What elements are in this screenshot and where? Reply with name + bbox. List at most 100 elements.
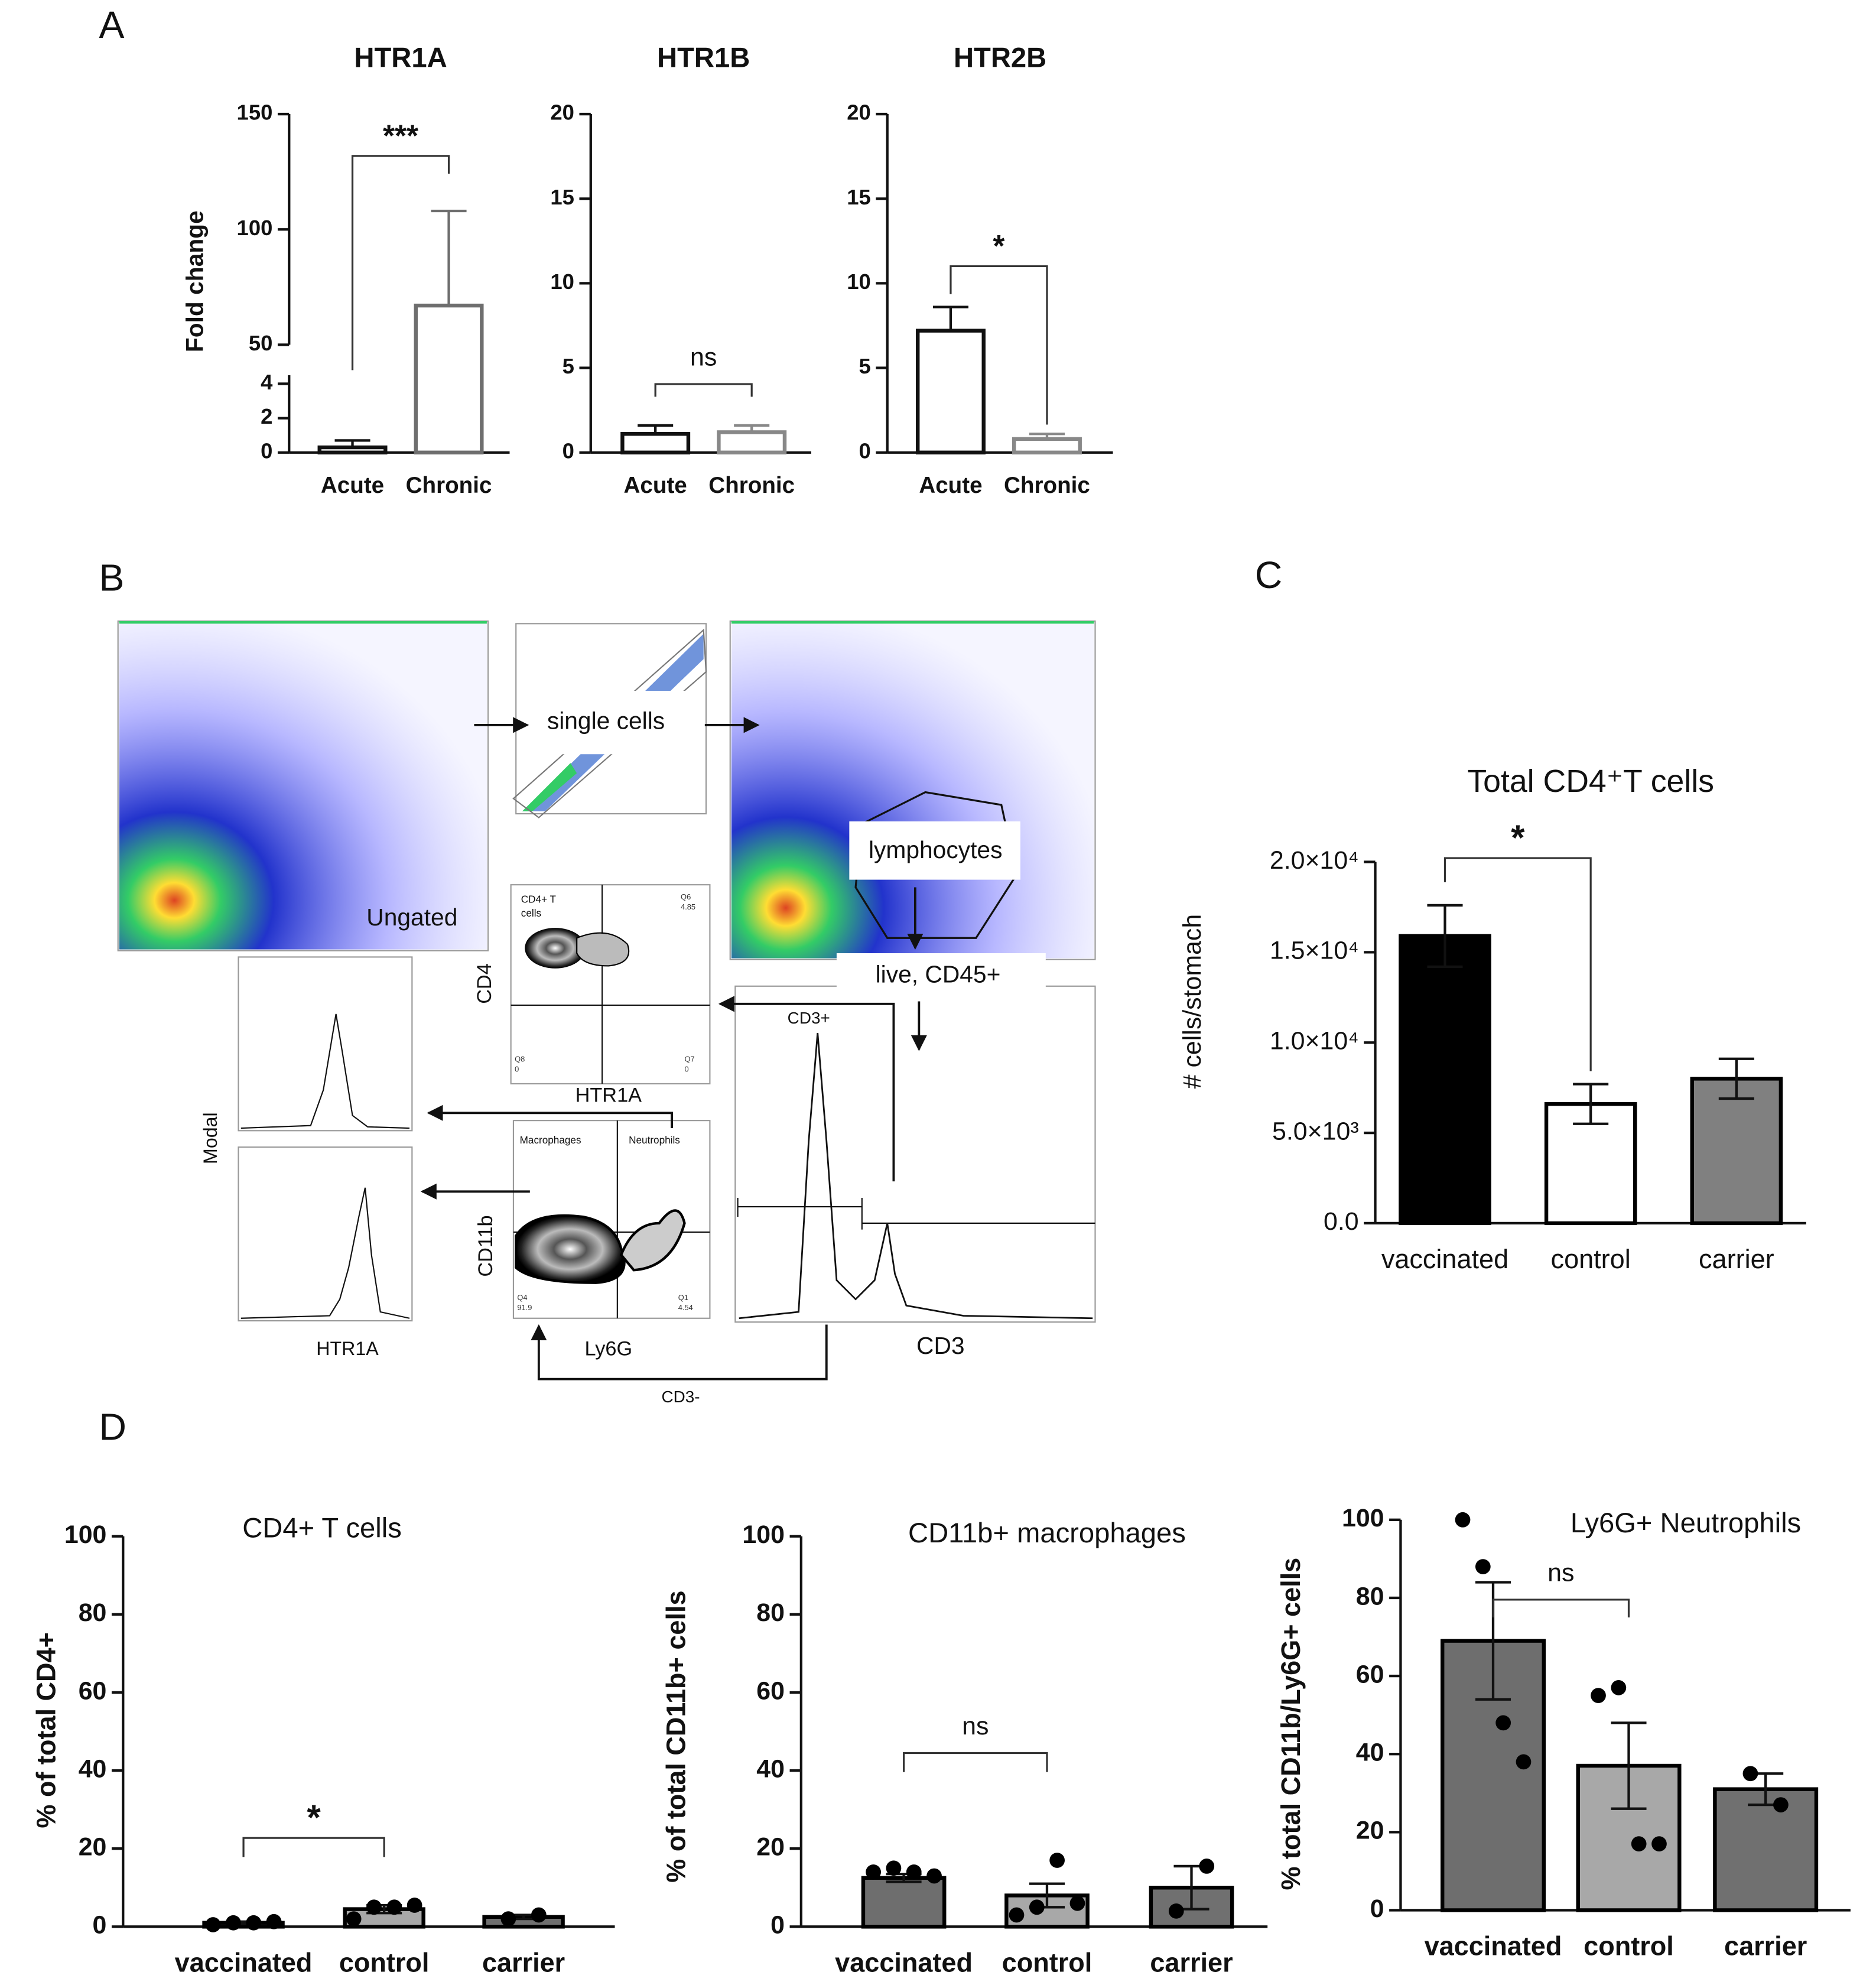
x-tick-label: control	[1584, 1931, 1674, 1961]
panel-label: C	[1255, 554, 1282, 596]
data-point	[1742, 1766, 1758, 1782]
y-tick-label: 80	[79, 1599, 107, 1627]
error-bar	[1611, 1721, 1647, 1810]
y-tick-label: 0	[261, 438, 272, 463]
data-point	[1495, 1715, 1511, 1731]
y-tick-label: 5.0×10³	[1272, 1117, 1359, 1145]
data-point	[1455, 1512, 1471, 1528]
data-point	[386, 1899, 402, 1915]
y-tick-label: 40	[79, 1755, 107, 1783]
y-tick-label: 0	[563, 438, 574, 463]
x-tick-label: carrier	[1724, 1931, 1807, 1961]
density	[731, 622, 1094, 959]
panel-label: D	[99, 1406, 126, 1448]
data-point	[366, 1899, 382, 1915]
y-tick-label: 10	[847, 269, 871, 294]
y-axis-label: % total CD11b/Ly6G+ cells	[1276, 1558, 1306, 1890]
error-bar	[1718, 1057, 1754, 1100]
quadrant-label: Q7	[685, 1055, 695, 1064]
bar	[1713, 1787, 1819, 1912]
data-point	[246, 1915, 262, 1931]
y-tick-label: 60	[756, 1677, 785, 1705]
bar	[717, 430, 787, 454]
significance-label: ns	[962, 1712, 989, 1740]
bar	[317, 445, 388, 454]
gate	[737, 1197, 1095, 1230]
y-tick-label: 0	[93, 1911, 107, 1939]
label: CD3	[916, 1332, 965, 1359]
axis-label: CD4	[473, 963, 496, 1004]
y-tick-label: 40	[756, 1755, 785, 1783]
y-tick-label: 100	[64, 1521, 107, 1549]
error-bar	[932, 306, 968, 331]
data-point	[500, 1911, 516, 1926]
arrow	[531, 1324, 828, 1380]
y-tick-label: 100	[237, 216, 273, 240]
data-point	[205, 1917, 221, 1932]
label-box	[849, 821, 1020, 880]
x-tick-label: Acute	[624, 473, 687, 498]
significance-bracket	[654, 383, 753, 397]
density	[522, 763, 577, 811]
label: Neutrophils	[629, 1134, 680, 1146]
label-box	[529, 691, 688, 755]
y-tick-label: 100	[742, 1521, 785, 1549]
axis-label: HTR1A	[576, 1084, 642, 1106]
contour	[525, 928, 586, 969]
x-tick-label: vaccinated	[1425, 1931, 1562, 1961]
bar	[1012, 437, 1082, 454]
error-bar	[638, 424, 674, 434]
data-point	[1475, 1559, 1491, 1574]
histogram-box	[238, 956, 413, 1132]
y-tick-label: 80	[1356, 1582, 1384, 1610]
error-bar	[1029, 433, 1065, 439]
y-tick-label: 60	[1356, 1660, 1384, 1688]
density	[119, 622, 487, 950]
significance-bracket	[1492, 1599, 1630, 1617]
y-tick-label: 15	[847, 185, 871, 209]
bar	[861, 1876, 947, 1929]
error-bar	[431, 209, 467, 306]
error-bar	[1573, 1083, 1609, 1125]
y-tick-label: 10	[550, 269, 574, 294]
label: single cells	[547, 707, 665, 734]
y-tick-label: 150	[237, 100, 273, 125]
significance-bracket	[1443, 857, 1592, 1071]
y-tick-label: 20	[79, 1833, 107, 1861]
quadrant-label: Q6	[681, 892, 691, 901]
data-point	[926, 1868, 942, 1884]
x-tick-label: Chronic	[708, 473, 795, 498]
data-point	[346, 1911, 362, 1926]
y-tick-label: 100	[1342, 1504, 1384, 1532]
histogram	[240, 1013, 410, 1129]
axis-label: HTR1A	[316, 1338, 379, 1359]
data-point	[531, 1907, 547, 1923]
data-point	[1651, 1836, 1667, 1852]
y-tick-label: 20	[756, 1833, 785, 1861]
label: CD3-	[662, 1388, 700, 1406]
quadrant-label: 0	[685, 1065, 689, 1074]
label: Macrophages	[520, 1134, 581, 1146]
quadrant-label: Q1	[678, 1293, 688, 1302]
data-point	[1773, 1797, 1789, 1812]
significance-bracket	[242, 1837, 385, 1857]
y-axis-label: % of total CD4+	[31, 1632, 61, 1828]
error-bar	[334, 439, 370, 448]
data-point	[1631, 1836, 1647, 1852]
error-bar	[1427, 904, 1463, 968]
x-tick-label: control	[1551, 1244, 1631, 1274]
label: lymphocytes	[869, 836, 1002, 863]
data-point	[1029, 1899, 1045, 1915]
label: Ungated	[366, 904, 457, 931]
chart-title: HTR2B	[954, 41, 1046, 73]
histogram	[240, 1187, 410, 1319]
quadrant-label: Q4	[517, 1293, 527, 1302]
y-tick-label: 80	[756, 1599, 785, 1627]
label: CD3+	[788, 1009, 830, 1027]
data-point	[1009, 1907, 1025, 1923]
significance-label: *	[993, 229, 1004, 263]
contour	[619, 1209, 686, 1272]
data-point	[407, 1898, 422, 1913]
gating-diagram: Ungated single cells lymphocytes live, C…	[117, 620, 1096, 1406]
y-tick-label: 0	[859, 438, 871, 463]
